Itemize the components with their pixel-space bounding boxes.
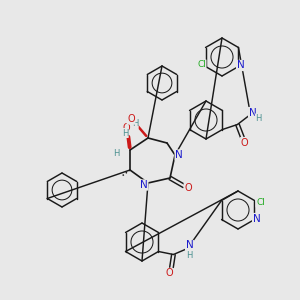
Text: N: N bbox=[140, 180, 148, 190]
Text: Cl: Cl bbox=[197, 60, 206, 69]
Text: N: N bbox=[253, 214, 260, 224]
Text: H: H bbox=[186, 251, 193, 260]
Text: H: H bbox=[132, 119, 138, 128]
Text: N: N bbox=[175, 150, 183, 160]
Text: H: H bbox=[113, 149, 119, 158]
Text: O: O bbox=[184, 183, 192, 193]
Text: Cl: Cl bbox=[256, 198, 265, 207]
Text: O: O bbox=[241, 137, 248, 148]
Text: H: H bbox=[255, 114, 262, 123]
Text: O: O bbox=[122, 123, 130, 133]
Text: N: N bbox=[237, 61, 244, 70]
Text: N: N bbox=[249, 107, 256, 118]
Text: H: H bbox=[122, 128, 128, 137]
Text: N: N bbox=[186, 241, 193, 250]
Text: O: O bbox=[127, 114, 135, 124]
Text: O: O bbox=[166, 268, 173, 278]
